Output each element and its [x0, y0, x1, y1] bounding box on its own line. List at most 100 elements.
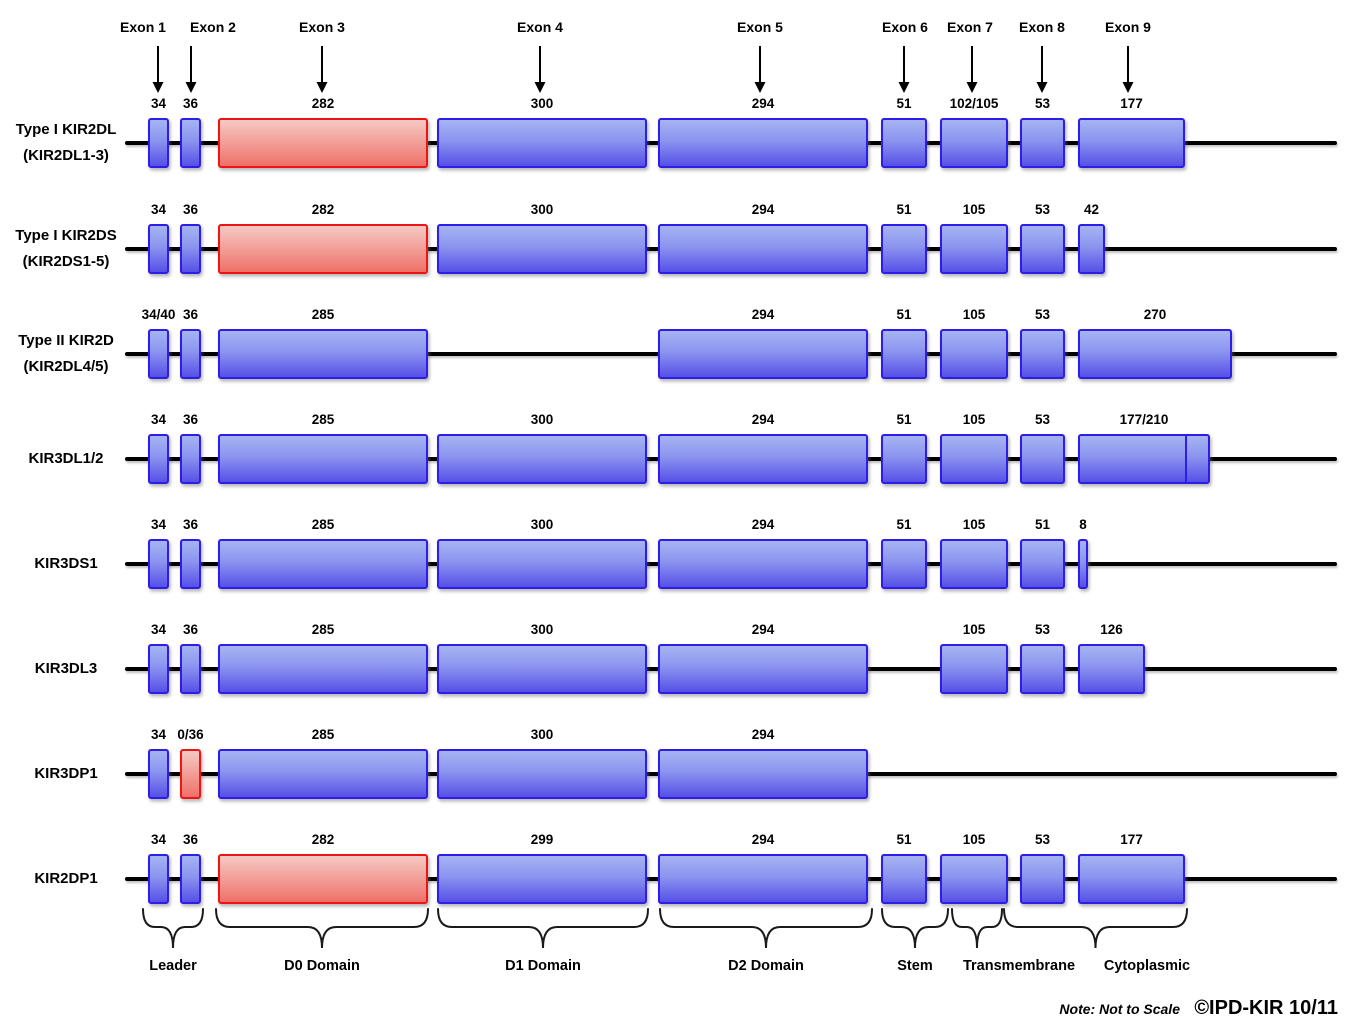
exon-size-label: 53 [1034, 96, 1051, 111]
down-arrow-head-icon [754, 82, 766, 93]
exon-box [180, 644, 201, 694]
exon-size-label: 300 [530, 622, 554, 637]
domain-brace [215, 908, 429, 949]
exon-size-label: 51 [896, 412, 912, 427]
exon-size-label: 0/36 [177, 727, 204, 742]
exon-size-label: 51 [896, 517, 912, 532]
exon-size-label: 294 [751, 307, 775, 322]
row-label-line: Type I KIR2DS [15, 227, 117, 244]
down-arrow-head-icon [1036, 82, 1048, 93]
exon-size-label: 34 [150, 727, 167, 742]
exon-size-label: 300 [530, 517, 554, 532]
exon-box [658, 329, 868, 379]
down-arrow-head-icon [966, 82, 978, 93]
exon-size-label: 36 [182, 307, 199, 322]
exon-size-label: 177 [1120, 96, 1143, 111]
exon-box [218, 854, 428, 904]
exon-box [148, 749, 169, 799]
domain-brace [951, 908, 1003, 949]
exon-box [1078, 118, 1185, 168]
row-label: KIR3DL3 [0, 656, 141, 682]
exon-size-label: 126 [1100, 622, 1123, 637]
exon-box [658, 434, 868, 484]
row-label-line: Type I KIR2DL [15, 121, 117, 138]
exon-box [148, 539, 169, 589]
exon-box [148, 329, 169, 379]
exon-size-label: 294 [751, 517, 775, 532]
exon-size-label: 105 [962, 412, 986, 427]
exon-size-label: 285 [311, 727, 335, 742]
exon-size-label: 34 [150, 517, 167, 532]
domain-label: D2 Domain [728, 958, 804, 974]
exon-size-label: 282 [311, 96, 335, 111]
exon-size-label: 51 [896, 307, 912, 322]
exon-box [658, 644, 868, 694]
exon-size-label: 53 [1034, 202, 1051, 217]
exon-box [148, 854, 169, 904]
copyright-label: ©IPD-KIR 10/11 [1194, 997, 1338, 1019]
exon-box [437, 749, 647, 799]
exon-header-label: Exon 4 [517, 19, 563, 35]
exon-box [1078, 854, 1185, 904]
exon-box [180, 118, 201, 168]
note-not-to-scale-label: Note: Not to Scale [1059, 1001, 1180, 1017]
exon-size-label: 51 [896, 832, 912, 847]
exon-box [1020, 854, 1065, 904]
exon-size-label: 34/40 [141, 307, 176, 322]
down-arrow-head-icon [898, 82, 910, 93]
exon-box [1020, 329, 1065, 379]
exon-size-label: 53 [1034, 412, 1051, 427]
exon-box [437, 644, 647, 694]
exon-box [148, 644, 169, 694]
exon-box [1020, 224, 1065, 274]
exon-size-label: 299 [530, 832, 554, 847]
exon-size-label: 34 [150, 96, 167, 111]
exon-header-label: Exon 5 [737, 19, 783, 35]
exon-box-divider [1185, 436, 1187, 482]
exon-header-label: Exon 9 [1105, 19, 1151, 35]
row-label-line: KIR3DS1 [34, 555, 98, 572]
row-label: Type I KIR2DL (KIR2DL1-3) [0, 117, 141, 169]
exon-box [1020, 539, 1065, 589]
exon-box [940, 329, 1008, 379]
domain-label: Cytoplasmic [1103, 958, 1191, 974]
row-label-line: (KIR2DL1-3) [23, 147, 109, 164]
domain-brace [881, 908, 949, 949]
down-arrow-head-icon [534, 82, 546, 93]
domain-brace [437, 908, 649, 949]
exon-box [1078, 329, 1232, 379]
exon-box [218, 434, 428, 484]
row-label: Type II KIR2D (KIR2DL4/5) [0, 328, 141, 380]
exon-size-label: 34 [150, 832, 167, 847]
domain-label: Transmembrane [962, 958, 1076, 974]
exon-box [881, 434, 927, 484]
exon-size-label: 294 [751, 96, 775, 111]
exon-box [148, 224, 169, 274]
exon-size-label: 300 [530, 96, 554, 111]
exon-size-label: 8 [1079, 517, 1087, 532]
exon-box [437, 854, 647, 904]
exon-box [881, 118, 927, 168]
row-label: KIR3DS1 [0, 551, 141, 577]
exon-header-label: Exon 7 [947, 19, 993, 35]
exon-size-label: 34 [150, 412, 167, 427]
exon-box [180, 224, 201, 274]
exon-box [180, 329, 201, 379]
exon-box [218, 539, 428, 589]
down-arrow-head-icon [185, 82, 197, 93]
exon-box [658, 854, 868, 904]
exon-box [1078, 434, 1210, 484]
exon-size-label: 42 [1083, 202, 1100, 217]
exon-box [180, 434, 201, 484]
exon-box [1020, 434, 1065, 484]
exon-box [881, 329, 927, 379]
exon-box [218, 224, 428, 274]
exon-box [148, 118, 169, 168]
row-label: KIR2DP1 [0, 866, 141, 892]
exon-box [940, 118, 1008, 168]
row-label: KIR3DL1/2 [0, 446, 141, 472]
exon-size-label: 36 [182, 622, 199, 637]
exon-header-label: Exon 1 [120, 19, 166, 35]
exon-box [437, 539, 647, 589]
exon-box [658, 118, 868, 168]
